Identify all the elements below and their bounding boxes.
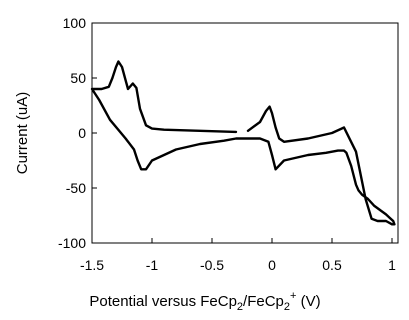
y-tick-label: 0 bbox=[78, 125, 86, 141]
plot-frame bbox=[91, 22, 399, 244]
x-tick-label: 0 bbox=[268, 257, 276, 273]
y-tick-label: -100 bbox=[58, 235, 86, 251]
series-line bbox=[90, 60, 396, 226]
x-axis-label-sub1: 2 bbox=[237, 301, 243, 313]
y-tick-label: 100 bbox=[63, 15, 87, 31]
x-tick-label: 1 bbox=[388, 257, 396, 273]
y-axis-label: Current (uA) bbox=[14, 92, 31, 175]
x-axis-label-sup: + bbox=[290, 290, 296, 302]
x-axis-label-main: Potential versus FeCp bbox=[89, 293, 237, 310]
x-axis-label: Potential versus FeCp2/FeCp2+ (V) bbox=[89, 290, 320, 313]
x-tick-label: -1 bbox=[146, 257, 159, 273]
y-tick-label: 50 bbox=[70, 70, 86, 86]
x-tick-label: 0.5 bbox=[322, 257, 342, 273]
x-tick-label: -0.5 bbox=[200, 257, 224, 273]
x-axis-label-mid: /FeCp bbox=[243, 293, 284, 310]
x-axis-label-sub2: 2 bbox=[284, 301, 290, 313]
y-tick-label: -50 bbox=[66, 180, 86, 196]
ticks-layer: -100 -50 0 50 100 -1.5 -1 -0.5 0 0.5 1 bbox=[58, 15, 396, 273]
x-axis-label-end: (V) bbox=[296, 293, 320, 310]
x-tick-label: -1.5 bbox=[80, 257, 104, 273]
